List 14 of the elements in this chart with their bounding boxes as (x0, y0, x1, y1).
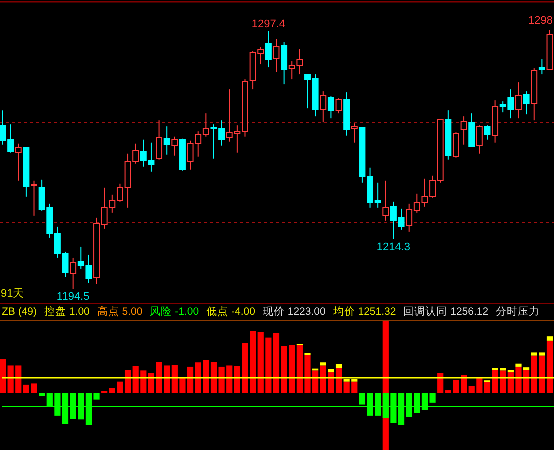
text: 风险 -1.00 (150, 306, 200, 318)
text: 回调认同 1256.12 (404, 306, 489, 318)
text: 均价 1251.32 (332, 306, 396, 318)
text: 高点 5.00 (97, 305, 143, 318)
annotation: 1194.5 (56, 291, 90, 303)
text: ZB (49) (2, 306, 38, 318)
text: 现价 1223.00 (262, 306, 326, 318)
annotation: 1297.4 (252, 18, 286, 30)
text: 低点 -4.00 (206, 305, 256, 318)
text: 分时压力 (496, 305, 540, 318)
text: 控盘 1.00 (44, 306, 90, 318)
annotation: 91天 (1, 288, 24, 300)
text: 1298 (528, 15, 553, 27)
annotation: 1214.3 (376, 241, 411, 254)
